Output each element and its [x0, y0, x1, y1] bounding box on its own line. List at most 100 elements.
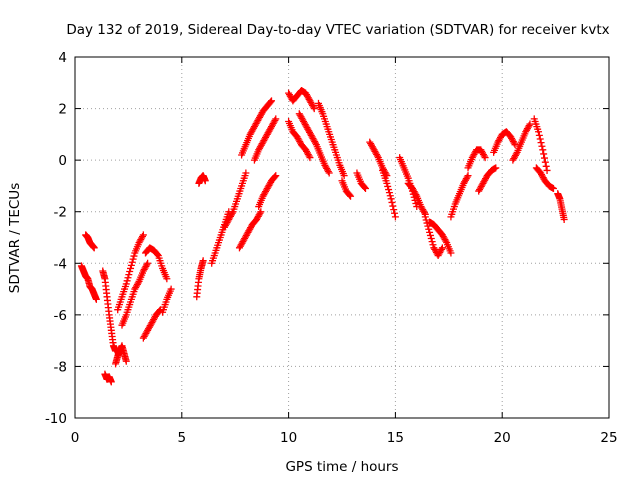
- data-point: [539, 146, 547, 154]
- data-point: [125, 271, 133, 279]
- data-point: [383, 179, 391, 187]
- data-point: [163, 275, 171, 283]
- data-point: [424, 222, 432, 230]
- data-point: [428, 238, 436, 246]
- data-point: [340, 172, 348, 180]
- data-point: [143, 261, 151, 269]
- data-point: [126, 268, 134, 276]
- data-point: [324, 167, 332, 175]
- data-point: [391, 213, 399, 221]
- data-point: [386, 192, 394, 200]
- y-axis-label: SDTVAR / TECUs: [7, 183, 23, 293]
- plot-frame: [74, 56, 610, 419]
- data-point: [387, 195, 395, 203]
- data-point: [388, 198, 396, 206]
- data-point: [412, 191, 420, 199]
- data-point: [480, 152, 488, 160]
- data-point: [429, 241, 437, 249]
- y-axis-tick-labels: -10 -8 -6 -4 -2 0 2 4: [45, 50, 67, 427]
- data-point: [271, 116, 279, 124]
- data-point: [540, 150, 548, 158]
- data-point: [201, 177, 209, 185]
- data-point: [167, 285, 175, 293]
- data-point: [542, 162, 550, 170]
- data-point: [442, 237, 450, 245]
- data-point: [385, 186, 393, 194]
- data-point: [129, 255, 137, 263]
- data-point: [347, 192, 355, 200]
- y-tick-label: -10: [45, 411, 67, 427]
- data-point: [543, 166, 551, 174]
- data-point: [540, 154, 548, 162]
- data-point: [92, 295, 100, 303]
- y-tick-label: -4: [54, 256, 67, 272]
- data-point: [90, 244, 98, 252]
- data-point: [127, 264, 135, 272]
- data-point: [426, 228, 434, 236]
- data-point: [309, 103, 317, 111]
- chart-title: Day 132 of 2019, Sidereal Day-to-day VTE…: [66, 22, 609, 38]
- data-point: [373, 152, 381, 160]
- data-point: [481, 154, 489, 162]
- data-point: [256, 209, 264, 217]
- data-point: [257, 208, 265, 216]
- data-point: [361, 183, 369, 191]
- data-point: [107, 378, 115, 386]
- data-point: [228, 209, 236, 217]
- y-tick-label: 0: [58, 153, 67, 169]
- data-point: [139, 231, 147, 239]
- data-point: [535, 131, 543, 139]
- data-point: [421, 213, 429, 221]
- data-point: [268, 97, 276, 105]
- data-point: [463, 173, 471, 181]
- data-point: [325, 169, 333, 177]
- data-point: [153, 251, 161, 259]
- x-axis-tick-labels: 0 5 10 15 20 25: [71, 430, 618, 446]
- x-tick-label: 0: [71, 430, 80, 446]
- y-tick-label: -8: [54, 359, 67, 375]
- data-point: [537, 139, 545, 147]
- data-point: [420, 209, 428, 217]
- data-point: [426, 231, 434, 239]
- grid-lines: [75, 57, 609, 418]
- data-point: [272, 172, 280, 180]
- data-point: [438, 244, 446, 252]
- axis-ticks: [74, 56, 610, 419]
- x-tick-label: 20: [494, 430, 511, 446]
- data-point: [272, 115, 280, 123]
- x-axis-label: GPS time / hours: [285, 459, 398, 475]
- y-tick-label: 2: [58, 102, 67, 118]
- data-point: [346, 191, 354, 199]
- data-point: [438, 245, 446, 253]
- data-point: [138, 232, 146, 240]
- data-point: [526, 120, 534, 128]
- data-point: [124, 274, 132, 282]
- data-point: [122, 357, 130, 365]
- x-tick-label: 5: [178, 430, 187, 446]
- data-point: [492, 164, 500, 172]
- data-point: [130, 252, 138, 260]
- x-tick-label: 25: [600, 430, 617, 446]
- data-point: [535, 128, 543, 136]
- data-point: [447, 249, 455, 257]
- data-point: [390, 206, 398, 214]
- data-point: [389, 202, 397, 210]
- data-point: [242, 169, 250, 177]
- data-point: [510, 139, 518, 147]
- data-point: [127, 261, 135, 269]
- data-point: [306, 154, 314, 162]
- data-point: [122, 280, 130, 288]
- y-tick-label: 4: [58, 50, 67, 66]
- data-point: [525, 122, 533, 130]
- data-point: [538, 142, 546, 150]
- data-point: [156, 307, 164, 315]
- data-points: [77, 87, 568, 386]
- data-point: [384, 182, 392, 190]
- data-point: [391, 209, 399, 217]
- data-point: [560, 215, 568, 223]
- data-point: [271, 173, 279, 181]
- data-point: [312, 139, 320, 147]
- y-tick-label: -2: [54, 205, 67, 221]
- x-tick-label: 10: [280, 430, 297, 446]
